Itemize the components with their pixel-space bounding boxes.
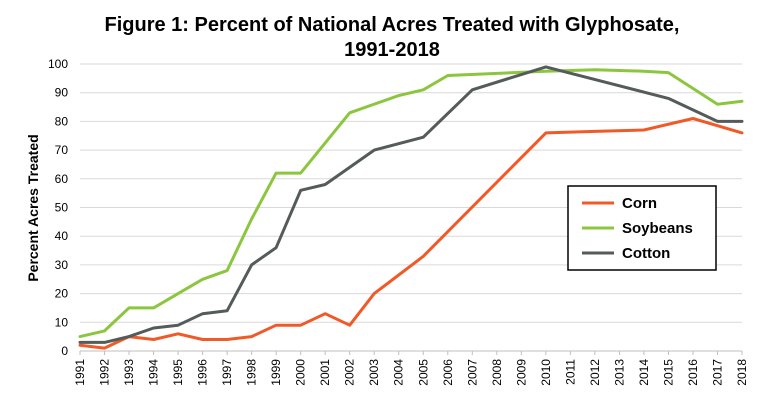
x-tick-label-1993: 1993 [122, 359, 136, 386]
chart-title-line2: 1991-2018 [344, 39, 440, 61]
y-tick-label-10: 10 [55, 315, 69, 329]
y-tick-label-100: 100 [48, 57, 68, 71]
x-tick-label-1992: 1992 [98, 359, 112, 386]
x-tick-label-2010: 2010 [539, 359, 553, 386]
x-tick-label-2009: 2009 [514, 359, 528, 386]
x-tick-label-2000: 2000 [294, 359, 308, 386]
legend: Corn Soybeans Cotton [567, 185, 717, 271]
x-tick-label-2003: 2003 [367, 359, 381, 386]
x-tick-label-1991: 1991 [73, 359, 87, 386]
x-tick-label-1996: 1996 [196, 359, 210, 386]
x-tick-label-1999: 1999 [269, 359, 283, 386]
x-tick-label-2013: 2013 [612, 359, 626, 386]
series-line-corn [78, 117, 744, 350]
y-tick-label-0: 0 [61, 344, 68, 358]
x-tick-label-2005: 2005 [416, 359, 430, 386]
chart-title-line1: Figure 1: Percent of National Acres Trea… [105, 14, 680, 36]
series-line-soybeans [78, 68, 744, 339]
y-tick-labels: 0 10 20 30 40 50 60 70 80 90 100 [48, 57, 68, 358]
x-tick-label-2012: 2012 [588, 359, 602, 386]
x-tick-label-2007: 2007 [465, 359, 479, 386]
y-tick-label-60: 60 [55, 172, 69, 186]
series-lines [78, 65, 744, 350]
legend-label-soybeans: Soybeans [622, 220, 693, 237]
x-tick-label-2016: 2016 [686, 359, 700, 386]
y-tick-label-40: 40 [55, 229, 69, 243]
x-tick-label-2006: 2006 [441, 359, 455, 386]
y-tick-label-70: 70 [55, 143, 69, 157]
x-tick-label-2015: 2015 [661, 359, 675, 386]
legend-label-cotton: Cotton [622, 245, 670, 262]
x-tick-label-2001: 2001 [318, 359, 332, 386]
x-tick-label-1997: 1997 [220, 359, 234, 386]
x-tick-label-1994: 1994 [147, 359, 161, 386]
x-tick-label-1995: 1995 [171, 359, 185, 386]
legend-label-corn: Corn [622, 195, 657, 212]
grid-lines [80, 63, 742, 352]
y-tick-label-30: 30 [55, 258, 69, 272]
y-axis-label: Percent Acres Treated [25, 134, 41, 281]
x-tick-label-1998: 1998 [245, 359, 259, 386]
x-tick-label-2014: 2014 [637, 359, 651, 386]
x-tick-label-2011: 2011 [563, 359, 577, 385]
series-line-cotton [78, 65, 744, 344]
x-tick-labels: 1991 1992 1993 1994 1995 1996 1997 1998 1999 2000… [73, 351, 749, 386]
x-tick-label-2004: 2004 [392, 359, 406, 386]
y-tick-label-80: 80 [55, 114, 69, 128]
x-tick-label-2017: 2017 [710, 359, 724, 386]
x-tick-label-2002: 2002 [343, 359, 357, 386]
x-tick-label-2008: 2008 [490, 359, 504, 386]
y-tick-label-50: 50 [55, 201, 69, 215]
x-tick-label-2018: 2018 [735, 359, 749, 386]
y-tick-label-90: 90 [55, 86, 69, 100]
y-tick-label-20: 20 [55, 287, 69, 301]
